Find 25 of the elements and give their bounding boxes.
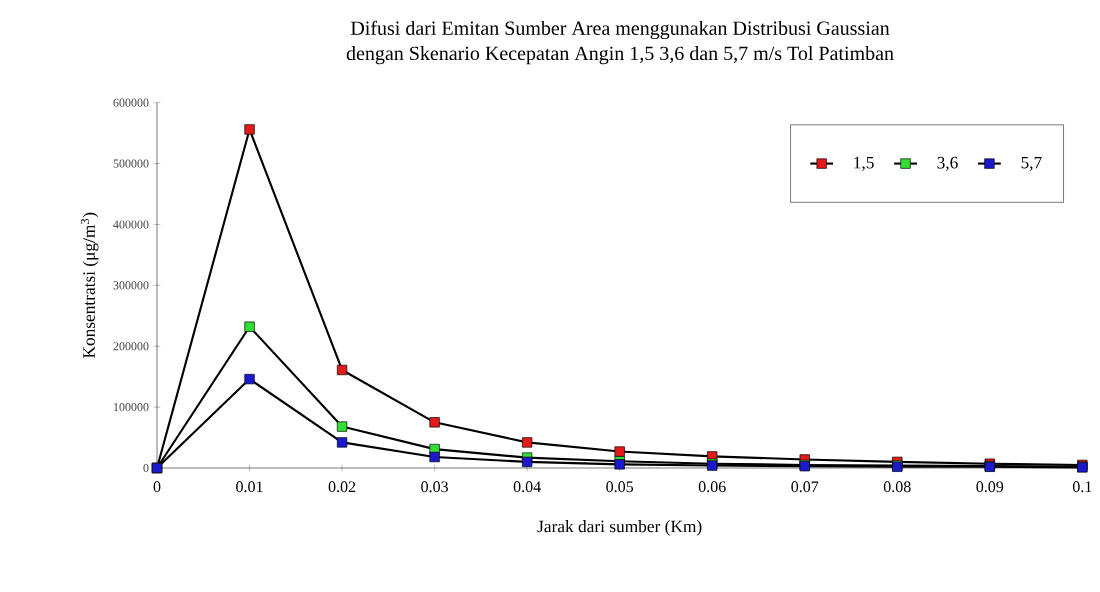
x-tick-label: 0.1 — [1072, 481, 1092, 493]
x-tick-label: 0.02 — [328, 481, 356, 493]
chart-title: Difusi dari Emitan Sumber Area menggunakan Distribusi Gaussian — [350, 20, 890, 40]
x-tick-label: 0 — [153, 481, 161, 493]
chart-subtitle: dengan Skenario Kecepatan Angin 1,5 3,6 dan 5,7 m/s Tol Patimban — [346, 46, 894, 65]
x-tick-label: 0.07 — [791, 481, 819, 493]
y-tick-label: 0 — [143, 463, 149, 473]
x-tick-label: 0.06 — [698, 481, 726, 493]
x-tick-label: 0.09 — [976, 481, 1004, 493]
x-axis-title: Jarak dari sumber (Km) — [537, 520, 702, 536]
y-axis-title: Konsentratsi (μg/m$^{3}$) — [80, 212, 99, 359]
x-tick-label: 0.08 — [883, 481, 911, 493]
legend-label: 5,7 — [1021, 156, 1042, 171]
y-tick-label: 100000 — [114, 403, 149, 412]
x-tick-label: 0.05 — [606, 481, 634, 493]
y-tick-label: 500000 — [113, 159, 149, 168]
y-tick-label: 400000 — [113, 220, 149, 229]
x-tick-label: 0.03 — [421, 481, 448, 493]
y-tick-label: 300000 — [113, 281, 149, 290]
y-tick-label: 600000 — [113, 98, 149, 107]
legend-label: 1,5 — [854, 156, 874, 171]
x-tick-label: 0.01 — [236, 481, 263, 493]
x-tick-label: 0.04 — [513, 481, 541, 493]
y-tick-label: 200000 — [113, 342, 149, 351]
legend-label: 3,6 — [937, 156, 958, 171]
